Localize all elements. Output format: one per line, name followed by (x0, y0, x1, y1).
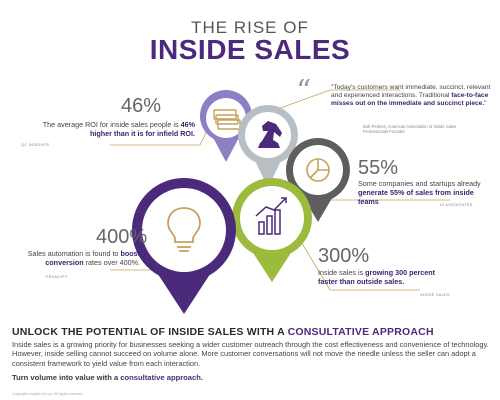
stat-number-46: 46% (121, 95, 162, 117)
connector-line-300 (299, 239, 420, 291)
pin-lightbulb (131, 178, 236, 314)
footer-note: Copyright Insights Group. All rights res… (12, 392, 84, 396)
pie-chart-icon (306, 158, 330, 182)
lightbulb-icon (167, 207, 201, 252)
stat-text-55: Some companies and startups already gene… (358, 179, 481, 206)
pin-chess (237, 105, 298, 188)
stat-text-46: The average ROI for inside sales people … (42, 120, 195, 138)
call-to-action: Turn volume into value with a consultati… (12, 373, 204, 382)
bar-chart-icon (255, 197, 287, 235)
stat-number-55: 55% (358, 157, 399, 179)
stat-text-400: Sales automation is found to boost conve… (27, 249, 140, 267)
quote-mark-icon: “ (296, 74, 312, 109)
stat-source-300: INSIDE SALES (420, 292, 450, 297)
stat-number-300: 300% (318, 245, 370, 267)
chess-knight-icon (258, 121, 282, 148)
section-headline: UNLOCK THE POTENTIAL OF INSIDE SALES WIT… (12, 326, 434, 338)
pin-pie (285, 138, 350, 222)
quote-attribution: Bob Perkins, American Association of Ins… (363, 124, 457, 134)
section-body: Inside sales is a growing priority for b… (12, 340, 489, 368)
stat-source-46: QC INSIGHTS (21, 142, 50, 147)
stat-text-300: Inside sales is growing 300 percent fast… (318, 268, 436, 286)
connector-line-quote (274, 89, 400, 111)
page-title: INSIDE SALES (149, 34, 351, 65)
stat-source-400: FRANCIFY (46, 274, 68, 279)
pin-bar-chart (231, 178, 312, 282)
quote-text: "Today's customers want immediate, succi… (331, 84, 491, 108)
title-top: THE RISE OF (191, 18, 309, 37)
stat-number-400: 400% (96, 226, 148, 248)
stat-source-55: IS ASSOCIATES (440, 202, 473, 207)
